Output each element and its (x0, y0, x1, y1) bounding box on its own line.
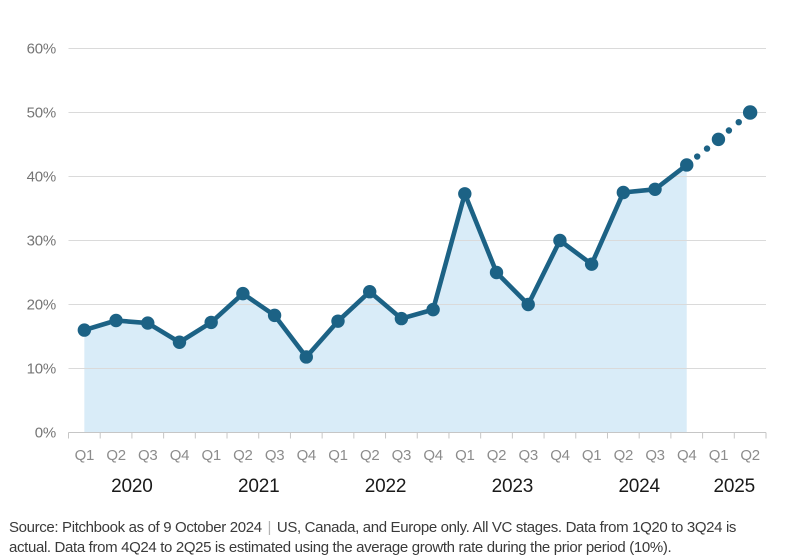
source-line-2: actual. Data from 4Q24 to 2Q25 is estima… (9, 539, 672, 556)
data-point-Q1-2024 (584, 257, 599, 271)
data-point-Q3-2020 (141, 316, 155, 330)
area-fill (84, 164, 687, 433)
data-point-Q4-2023 (553, 233, 567, 248)
estimated-dot (703, 145, 711, 152)
source-separator: | (267, 519, 272, 536)
x-quarter-label: Q4 (423, 447, 442, 464)
source-note: Source: Pitchbook as of 9 October 2024 |… (0, 505, 800, 558)
x-year-label-2024: 2024 (618, 476, 660, 497)
data-point-Q4-2024 (680, 158, 694, 172)
data-point-Q2-2023 (489, 265, 504, 280)
data-point-Q3-2024 (648, 182, 662, 196)
data-point-Q3-2021 (267, 308, 282, 323)
estimated-dot (694, 153, 701, 160)
x-quarter-label: Q3 (265, 447, 284, 464)
estimated-dot (735, 118, 742, 126)
source-scope-text: US, Canada, and Europe only. All VC stag… (276, 519, 737, 536)
data-point-Q1-2023 (458, 187, 472, 201)
data-point-Q4-2021 (299, 350, 313, 364)
x-quarter-label: Q4 (550, 447, 569, 464)
x-quarter-label: Q4 (677, 447, 696, 464)
x-year-label-2022: 2022 (365, 476, 406, 497)
y-tick-label: 50% (27, 105, 56, 122)
x-quarter-label: Q2 (614, 447, 633, 464)
y-tick-label: 60% (27, 41, 56, 58)
x-year-label-2023: 2023 (492, 476, 533, 497)
x-quarter-label: Q3 (138, 447, 157, 464)
x-year-label-2020: 2020 (111, 476, 152, 497)
x-quarter-label: Q4 (170, 447, 189, 464)
y-tick-label: 10% (27, 361, 56, 378)
x-quarter-label: Q2 (106, 447, 125, 464)
data-point-Q1-2025 (711, 132, 726, 147)
x-year-label-2025: 2025 (714, 476, 755, 497)
y-tick-label: 0% (35, 425, 56, 442)
trend-line-chart: 0% 10% 20% 30% 40% 50% 60% Q1 Q2 Q3 Q4 Q1 Q2 Q3 Q4 Q1 Q2… (27, 41, 767, 497)
data-point-Q3-2023 (521, 297, 535, 312)
source-text: Source: Pitchbook as of 9 October 2024 (9, 519, 262, 536)
x-quarter-label: Q2 (740, 447, 759, 464)
x-quarter-label: Q1 (582, 447, 601, 464)
data-point-Q1-2022 (331, 314, 345, 328)
x-quarter-label: Q2 (487, 447, 506, 464)
data-point-Q2-2021 (236, 286, 250, 301)
x-quarter-label: Q3 (392, 447, 411, 464)
data-point-Q4-2022 (426, 302, 440, 317)
x-quarter-label: Q3 (645, 447, 664, 464)
x-quarter-label: Q1 (75, 447, 94, 464)
data-point-Q1-2020 (77, 323, 92, 337)
x-quarter-label: Q2 (233, 447, 252, 464)
y-tick-label: 20% (27, 297, 56, 314)
x-quarter-label: Q1 (328, 447, 347, 464)
data-point-Q3-2022 (394, 311, 409, 326)
data-point-Q2-2022 (362, 285, 377, 299)
y-tick-label: 30% (27, 233, 56, 250)
x-quarter-label: Q1 (201, 447, 220, 464)
source-line-1: Source: Pitchbook as of 9 October 2024 |… (9, 518, 794, 538)
data-point-Q2-2024 (616, 185, 631, 200)
x-quarter-label: Q1 (709, 447, 728, 464)
data-point-Q2-2020 (109, 313, 123, 328)
data-point-Q1-2021 (204, 315, 218, 330)
x-year-label-2021: 2021 (238, 476, 279, 497)
x-quarter-label: Q4 (297, 447, 316, 464)
x-quarter-label: Q3 (519, 447, 538, 464)
estimated-dot (725, 127, 733, 134)
y-tick-label: 40% (27, 169, 56, 186)
x-quarter-label: Q2 (360, 447, 379, 464)
data-point-Q2-2025 (742, 105, 758, 120)
data-point-Q4-2020 (172, 335, 187, 349)
x-quarter-label: Q1 (455, 447, 474, 464)
